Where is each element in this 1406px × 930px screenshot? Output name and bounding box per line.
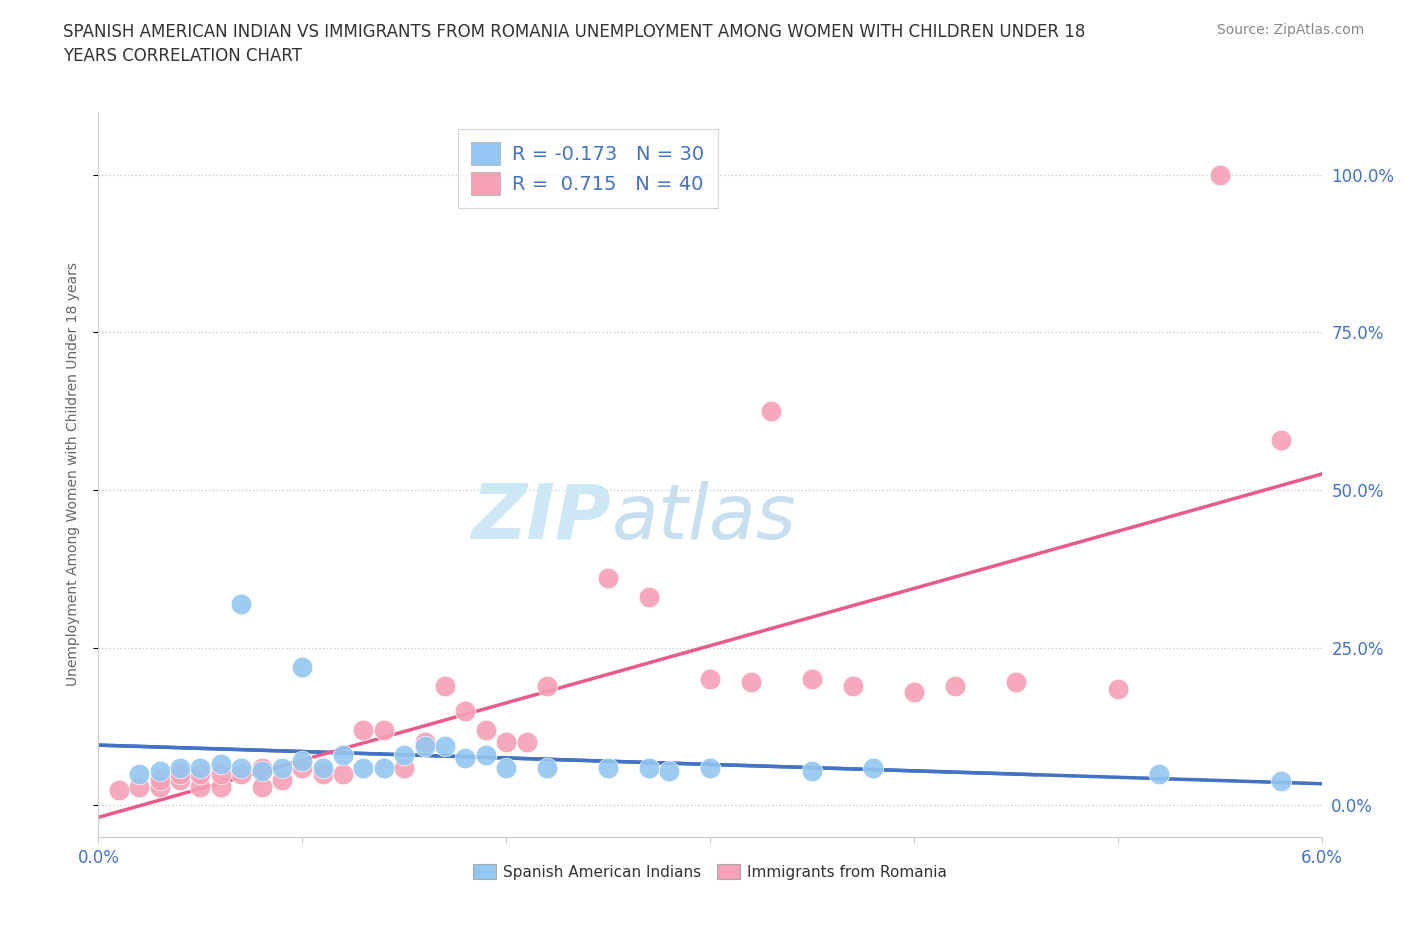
Point (637, 760, 661, 775)
Point (699, 671, 721, 686)
Point (1147, 766, 1170, 781)
Point (598, 571, 620, 586)
Point (1270, 774, 1292, 789)
Point (433, 678, 456, 693)
Point (862, 760, 884, 775)
Text: SPANISH AMERICAN INDIAN VS IMMIGRANTS FROM ROMANIA UNEMPLOYMENT AMONG WOMEN WITH: SPANISH AMERICAN INDIAN VS IMMIGRANTS FR… (63, 23, 1085, 65)
Point (291, 659, 314, 674)
Point (413, 735, 436, 750)
Point (740, 675, 762, 690)
Point (495, 760, 517, 775)
Point (231, 760, 253, 775)
Point (270, 760, 292, 775)
Point (169, 773, 191, 788)
Point (332, 748, 354, 763)
Point (188, 779, 212, 794)
Point (536, 760, 558, 775)
Y-axis label: Unemployment Among Women with Children Under 18 years: Unemployment Among Women with Children U… (66, 262, 80, 686)
Point (637, 590, 661, 604)
Point (332, 766, 354, 781)
Point (250, 760, 273, 775)
Point (149, 764, 172, 778)
Point (536, 678, 558, 693)
Point (413, 738, 436, 753)
Point (209, 757, 232, 772)
Point (433, 738, 456, 753)
Point (188, 766, 212, 781)
Text: Source: ZipAtlas.com: Source: ZipAtlas.com (1216, 23, 1364, 37)
Point (188, 760, 212, 775)
Point (1208, 167, 1232, 182)
Point (841, 678, 863, 693)
Point (761, 404, 783, 418)
Point (454, 751, 477, 765)
Point (231, 766, 253, 781)
Point (352, 723, 374, 737)
Point (699, 760, 721, 775)
Point (943, 678, 966, 693)
Point (495, 735, 517, 750)
Point (108, 782, 131, 797)
Point (250, 779, 273, 794)
Point (149, 773, 172, 788)
Legend: Spanish American Indians, Immigrants from Romania: Spanish American Indians, Immigrants fro… (465, 857, 955, 887)
Point (149, 779, 172, 794)
Point (352, 760, 374, 775)
Point (658, 764, 681, 778)
Point (1107, 682, 1129, 697)
Text: ZIP: ZIP (472, 481, 612, 555)
Point (373, 760, 395, 775)
Point (128, 766, 150, 781)
Point (801, 671, 824, 686)
Point (516, 735, 538, 750)
Point (801, 764, 824, 778)
Point (474, 748, 498, 763)
Point (291, 754, 314, 769)
Point (209, 779, 232, 794)
Point (250, 764, 273, 778)
Point (373, 723, 395, 737)
Point (169, 760, 191, 775)
Point (903, 684, 925, 699)
Point (454, 703, 477, 718)
Text: atlas: atlas (612, 481, 797, 555)
Point (128, 779, 150, 794)
Point (474, 723, 498, 737)
Point (231, 596, 253, 611)
Point (1270, 432, 1292, 447)
Point (169, 766, 191, 781)
Point (392, 760, 416, 775)
Point (311, 766, 335, 781)
Point (1004, 675, 1026, 690)
Point (392, 748, 416, 763)
Point (291, 760, 314, 775)
Point (209, 766, 232, 781)
Point (311, 760, 335, 775)
Point (270, 773, 292, 788)
Point (598, 760, 620, 775)
